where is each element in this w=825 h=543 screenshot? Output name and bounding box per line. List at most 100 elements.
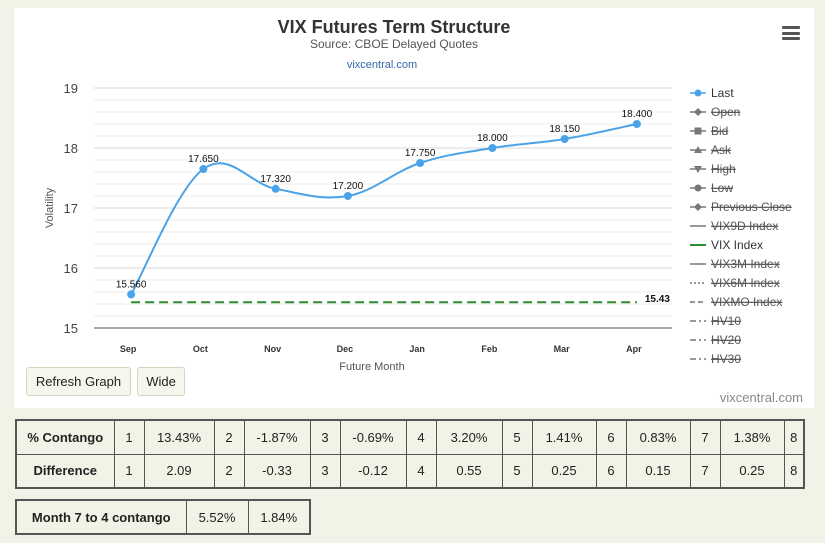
circle-marker-icon: [694, 184, 702, 192]
legend-label: VIX9D Index: [711, 219, 778, 233]
wide-button[interactable]: Wide: [137, 367, 185, 396]
x-tick-label: Jan: [409, 344, 425, 354]
chart-source-link[interactable]: vixcentral.com: [347, 59, 417, 71]
x-tick-label: Dec: [337, 344, 354, 354]
legend-item[interactable]: High: [690, 162, 736, 176]
y-tick-label: 15: [64, 321, 78, 336]
month-index-cell: 4: [405, 453, 437, 489]
month-index-cell: 7: [689, 419, 721, 455]
last-data-point[interactable]: [343, 192, 352, 200]
legend-label: Ask: [711, 143, 732, 157]
last-data-point[interactable]: [488, 144, 497, 152]
month-index-cell: 3: [309, 419, 341, 455]
legend-item[interactable]: HV20: [690, 333, 741, 347]
x-tick-label: Mar: [554, 344, 571, 354]
legend-item[interactable]: Bid: [690, 124, 728, 138]
month-contango-value: 5.52%: [185, 499, 249, 535]
circle-marker-icon: [694, 89, 702, 97]
legend-label: Last: [711, 86, 734, 100]
value-cell: 0.55: [435, 453, 503, 489]
chart-title: VIX Futures Term Structure: [278, 17, 511, 37]
row-label: Difference: [15, 453, 115, 489]
month-contango-value: 1.84%: [247, 499, 311, 535]
value-cell: 0.25: [719, 453, 785, 489]
data-label: 18.400: [622, 109, 653, 120]
month-index-cell: 5: [501, 419, 533, 455]
diamond-marker-icon: [694, 203, 702, 211]
month-contango-label: Month 7 to 4 contango: [15, 499, 187, 535]
legend-item[interactable]: Low: [690, 181, 733, 195]
chart-panel: VIX Futures Term Structure Source: CBOE …: [14, 8, 814, 408]
x-tick-label: Feb: [481, 344, 498, 354]
vix-index-label: 15.43: [645, 294, 670, 305]
month-contango-table: Month 7 to 4 contango 5.52% 1.84%: [15, 499, 311, 535]
legend-item[interactable]: VIX9D Index: [690, 219, 778, 233]
value-cell: 2.09: [143, 453, 215, 489]
data-label: 15.560: [116, 279, 147, 290]
legend-item[interactable]: VIXMO Index: [690, 295, 782, 309]
value-cell: -0.69%: [339, 419, 407, 455]
last-series-line[interactable]: [130, 123, 638, 295]
legend-label: High: [711, 162, 736, 176]
month-index-cell: 3: [309, 453, 341, 489]
month-index-cell: 8: [783, 453, 805, 489]
legend-item[interactable]: VIX3M Index: [690, 257, 780, 271]
legend-item[interactable]: HV30: [690, 352, 741, 366]
legend-label: HV20: [711, 333, 741, 347]
y-tick-label: 17: [64, 201, 78, 216]
legend-label: HV30: [711, 352, 741, 366]
triangle-down-marker-icon: [694, 166, 702, 173]
month-index-cell: 2: [213, 419, 245, 455]
legend-item[interactable]: Previous Close: [690, 200, 792, 214]
last-data-point[interactable]: [127, 290, 136, 299]
legend-label: VIX6M Index: [711, 276, 780, 290]
month-index-cell: 6: [595, 419, 627, 455]
triangle-marker-icon: [694, 146, 702, 153]
month-index-cell: 7: [689, 453, 721, 489]
legend-item[interactable]: Last: [690, 86, 734, 100]
value-cell: -1.87%: [243, 419, 311, 455]
legend-item[interactable]: VIX6M Index: [690, 276, 780, 290]
legend-label: Low: [711, 181, 733, 195]
month-index-cell: 4: [405, 419, 437, 455]
legend-item[interactable]: Open: [690, 105, 740, 119]
last-data-point[interactable]: [560, 135, 569, 143]
y-tick-label: 16: [64, 261, 78, 276]
value-cell: 0.83%: [625, 419, 691, 455]
value-cell: 13.43%: [143, 419, 215, 455]
month-index-cell: 1: [113, 453, 145, 489]
legend-label: VIX3M Index: [711, 257, 780, 271]
last-data-point[interactable]: [416, 159, 425, 167]
hamburger-menu-icon[interactable]: [782, 26, 800, 40]
month-index-cell: 2: [213, 453, 245, 489]
last-data-point[interactable]: [271, 184, 280, 193]
x-tick-label: Sep: [120, 344, 137, 354]
square-marker-icon: [694, 127, 702, 135]
value-cell: 3.20%: [435, 419, 503, 455]
legend-label: Previous Close: [711, 200, 792, 214]
legend-label: HV10: [711, 314, 741, 328]
month-index-cell: 6: [595, 453, 627, 489]
month-index-cell: 8: [783, 419, 805, 455]
refresh-graph-button[interactable]: Refresh Graph: [26, 367, 131, 396]
y-tick-label: 18: [64, 141, 78, 156]
contango-table: % Contango 1 13.43% 2 -1.87% 3 -0.69% 4 3.20% 5 1.…: [15, 419, 805, 489]
value-cell: -0.33: [243, 453, 311, 489]
legend-label: VIXMO Index: [711, 295, 782, 309]
legend-item[interactable]: HV10: [690, 314, 741, 328]
value-cell: -0.12: [339, 453, 407, 489]
legend-label: Open: [711, 105, 740, 119]
legend-item[interactable]: Ask: [690, 143, 732, 157]
data-label: 17.320: [260, 174, 291, 185]
chart-credit[interactable]: vixcentral.com: [720, 390, 803, 405]
legend-label: VIX Index: [711, 238, 763, 252]
table-row: % Contango 1 13.43% 2 -1.87% 3 -0.69% 4 3.20% 5 1.…: [15, 419, 805, 455]
last-data-point[interactable]: [199, 165, 208, 173]
data-label: 18.000: [477, 133, 508, 144]
last-data-point[interactable]: [632, 120, 641, 128]
data-label: 17.750: [405, 148, 436, 159]
legend-item[interactable]: VIX Index: [690, 238, 763, 252]
y-tick-label: 19: [64, 81, 78, 96]
value-cell: 0.25: [531, 453, 597, 489]
chart-subtitle: Source: CBOE Delayed Quotes: [310, 37, 478, 51]
